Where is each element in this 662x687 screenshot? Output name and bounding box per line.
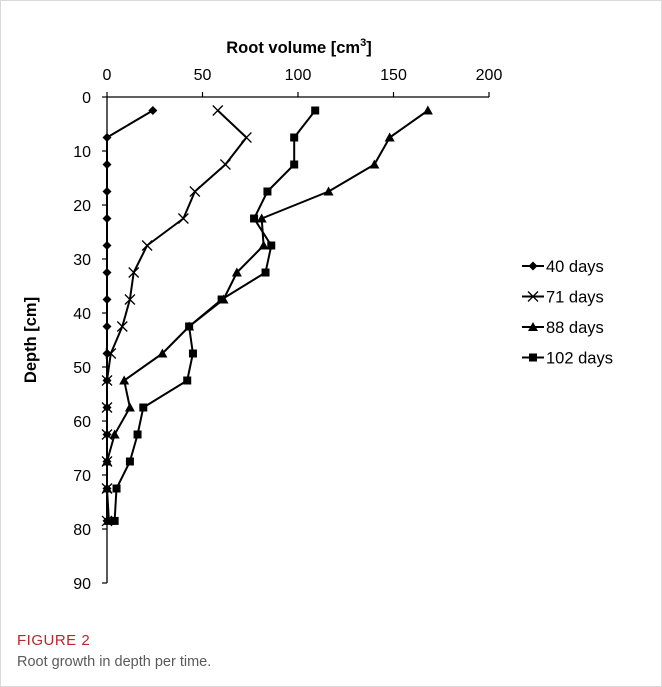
data-point-102-days xyxy=(139,403,148,412)
data-point-88-days xyxy=(323,186,334,196)
data-point-40-days xyxy=(102,322,112,331)
series-line-102-days xyxy=(113,109,316,521)
data-point-102-days xyxy=(185,322,194,331)
data-point-88-days xyxy=(369,159,380,169)
legend-label-71-days: 71 days xyxy=(546,289,604,307)
series-88-days xyxy=(102,105,433,525)
data-point-102-days xyxy=(133,430,142,439)
y-tick-label: 90 xyxy=(73,576,91,593)
data-point-88-days xyxy=(157,348,168,358)
data-point-71-days xyxy=(240,132,252,143)
data-point-102-days xyxy=(110,516,119,525)
y-tick-label: 80 xyxy=(73,522,91,539)
data-point-88-days xyxy=(258,240,269,250)
chart-legend: 40 days 71 days 88 days 102 days xyxy=(522,258,613,368)
data-point-88-days xyxy=(124,402,135,412)
legend-label-88-days: 88 days xyxy=(546,319,604,337)
legend-label-102-days: 102 days xyxy=(546,350,613,368)
legend-item-88-days: 88 days xyxy=(522,319,604,337)
x-axis-title-superscript: 3 xyxy=(360,37,366,49)
data-point-40-days xyxy=(102,241,112,250)
data-point-71-days xyxy=(128,267,140,278)
y-tick-label: 0 xyxy=(82,90,91,107)
legend-item-40-days: 40 days xyxy=(522,258,604,276)
data-point-102-days xyxy=(263,187,272,196)
y-tick-label: 70 xyxy=(73,468,91,485)
series-line-71-days xyxy=(106,109,248,521)
data-point-40-days xyxy=(102,133,112,142)
data-point-71-days xyxy=(219,159,231,170)
data-point-102-days xyxy=(290,133,299,142)
legend-item-71-days: 71 days xyxy=(522,289,604,307)
y-tick-label: 20 xyxy=(73,198,91,215)
data-point-88-days xyxy=(231,267,242,277)
y-tick-label: 60 xyxy=(73,414,91,431)
data-point-102-days xyxy=(250,214,259,223)
legend-label-40-days: 40 days xyxy=(546,258,604,276)
data-point-102-days xyxy=(125,457,134,466)
data-point-102-days xyxy=(183,376,192,385)
data-point-88-days xyxy=(384,132,395,142)
series-102-days xyxy=(110,106,320,525)
series-line-88-days xyxy=(106,109,429,521)
y-tick-label: 10 xyxy=(73,144,91,161)
y-axis-title: Depth [cm] xyxy=(22,297,40,383)
data-point-71-days xyxy=(101,402,113,413)
data-point-40-days xyxy=(102,268,112,277)
data-point-102-days xyxy=(112,484,121,493)
x-tick-label: 50 xyxy=(194,67,212,84)
data-point-40-days xyxy=(102,187,112,196)
data-point-71-days xyxy=(212,105,224,116)
y-tick-label: 30 xyxy=(73,252,91,269)
series-layer xyxy=(101,105,433,527)
legend-marker-102-days xyxy=(529,353,537,362)
data-point-71-days xyxy=(105,348,117,359)
data-point-40-days xyxy=(102,214,112,223)
series-71-days xyxy=(101,105,252,527)
legend-item-102-days: 102 days xyxy=(522,350,613,368)
data-point-71-days xyxy=(101,375,113,386)
data-point-102-days xyxy=(267,241,276,250)
x-axis-title-main: Root volume [cm xyxy=(226,39,360,57)
data-point-102-days xyxy=(290,160,299,169)
y-tick-label: 50 xyxy=(73,360,91,377)
x-axis-title: Root volume [cm3] xyxy=(226,37,371,57)
x-tick-label: 150 xyxy=(380,67,407,84)
data-point-88-days xyxy=(109,429,120,439)
data-point-71-days xyxy=(124,294,136,305)
legend-marker-71-days xyxy=(527,291,539,302)
data-point-40-days xyxy=(102,295,112,304)
data-point-71-days xyxy=(177,213,189,224)
data-point-102-days xyxy=(261,268,270,277)
x-tick-label: 100 xyxy=(285,67,312,84)
data-point-40-days xyxy=(102,160,112,169)
data-point-102-days xyxy=(311,106,320,115)
figure-label: FIGURE 2 xyxy=(17,632,91,649)
x-axis-title-close: ] xyxy=(366,39,372,57)
data-point-102-days xyxy=(217,295,226,304)
data-point-40-days xyxy=(148,106,158,115)
x-tick-label: 200 xyxy=(476,67,503,84)
legend-marker-40-days xyxy=(528,261,538,271)
data-point-71-days xyxy=(116,321,128,332)
data-point-88-days xyxy=(422,105,433,115)
x-tick-label: 0 xyxy=(103,67,112,84)
data-point-88-days xyxy=(102,456,112,466)
data-point-71-days xyxy=(141,240,153,251)
figure-caption: Root growth in depth per time. xyxy=(17,654,212,670)
data-point-71-days xyxy=(189,186,201,197)
data-point-88-days xyxy=(102,483,112,493)
data-point-88-days xyxy=(256,213,267,223)
legend-marker-88-days xyxy=(528,322,538,331)
y-tick-label: 40 xyxy=(73,306,91,323)
data-point-102-days xyxy=(188,349,197,358)
data-point-88-days xyxy=(119,375,130,385)
axes-layer: 0 50 100 150 200 0 10 20 30 40 50 60 70 80 90 xyxy=(73,67,502,593)
